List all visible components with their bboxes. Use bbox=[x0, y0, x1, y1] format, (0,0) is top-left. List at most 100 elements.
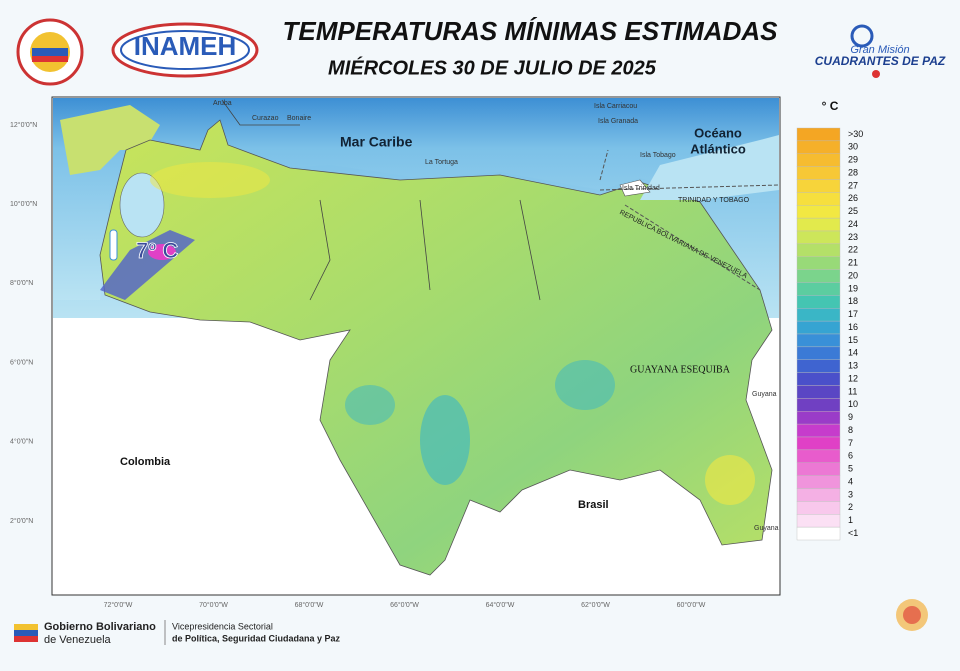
warm-area bbox=[150, 162, 270, 198]
venezuela-land bbox=[99, 119, 773, 576]
legend-label: 27 bbox=[848, 180, 858, 190]
sea-atlantic bbox=[640, 135, 779, 200]
legend-swatch bbox=[796, 308, 841, 322]
legend-swatch bbox=[796, 333, 841, 348]
legend-swatch bbox=[796, 346, 841, 360]
map-label: Isla Trinidad bbox=[622, 185, 660, 192]
legend-swatch bbox=[796, 359, 841, 373]
legend-swatch bbox=[796, 526, 841, 541]
legend-swatch bbox=[796, 205, 841, 219]
legend-swatch bbox=[796, 295, 841, 309]
lat-label: 4°0'0"N bbox=[10, 438, 33, 446]
map-label: Guyana bbox=[752, 391, 777, 398]
legend-swatch bbox=[796, 269, 841, 283]
warm-area bbox=[705, 455, 755, 505]
legend-swatch bbox=[796, 462, 841, 476]
map-label: Isla Carriacou bbox=[594, 103, 637, 110]
lon-label: 68°0'0"W bbox=[295, 601, 324, 609]
legend-label: 17 bbox=[848, 309, 858, 319]
footer-text: Gobierno Bolivariano bbox=[44, 621, 156, 633]
map-label: GUAYANA ESEQUIBA bbox=[630, 364, 731, 375]
legend-label: 22 bbox=[848, 245, 858, 255]
legend-label: >30 bbox=[848, 129, 863, 139]
lon-labels: 72°0'0"W 70°0'0"W 68°0'0"W 66°0'0"W 64°0'0"W… bbox=[104, 601, 706, 609]
legend-label: 2 bbox=[848, 502, 853, 512]
legend-swatch bbox=[796, 217, 841, 232]
logo-inameh: INAMEH bbox=[111, 22, 259, 78]
legend-swatch bbox=[796, 398, 841, 412]
logo-text: CUADRANTES DE PAZ bbox=[815, 54, 946, 68]
legend-label: 3 bbox=[848, 489, 853, 499]
map-label: Colombia bbox=[120, 456, 171, 468]
andes-coldest bbox=[148, 244, 176, 260]
logo-left-seal bbox=[16, 18, 84, 86]
map-label: Isla Tobago bbox=[640, 152, 676, 159]
highland-cool bbox=[555, 360, 615, 410]
lake-maracaibo bbox=[119, 172, 165, 238]
legend-swatch bbox=[796, 475, 841, 489]
legend: >303029282726252423222120191817161514131… bbox=[796, 127, 863, 541]
legend-label: 20 bbox=[848, 270, 858, 280]
logo-cuadrantes: Gran Misión CUADRANTES DE PAZ bbox=[815, 24, 946, 78]
legend-label: 18 bbox=[848, 296, 858, 306]
legend-label: 29 bbox=[848, 155, 858, 165]
lat-labels: 12°0'0"N 10°0'0"N 8°0'0"N 6°0'0"N 4°0'0"N 2°0… bbox=[10, 121, 37, 525]
legend-label: 24 bbox=[848, 219, 858, 229]
legend-label: 14 bbox=[848, 348, 858, 358]
legend-swatch bbox=[796, 320, 841, 335]
legend-swatch bbox=[796, 423, 841, 438]
legend-title: ° C bbox=[822, 99, 839, 113]
map-label: Isla Granada bbox=[598, 118, 638, 125]
legend-swatch bbox=[796, 179, 841, 193]
map-label: Brasil bbox=[578, 499, 609, 511]
legend-label: 6 bbox=[848, 451, 853, 461]
legend-label: 28 bbox=[848, 167, 858, 177]
legend-label: 4 bbox=[848, 476, 853, 486]
title: TEMPERATURAS MÍNIMAS ESTIMADAS bbox=[283, 16, 779, 46]
legend-label: 11 bbox=[848, 386, 857, 396]
lat-label: 12°0'0"N bbox=[10, 121, 37, 129]
legend-swatch bbox=[796, 436, 841, 451]
legend-label: 10 bbox=[848, 399, 858, 409]
legend-label: 16 bbox=[848, 322, 858, 332]
lon-label: 60°0'0"W bbox=[677, 601, 706, 609]
legend-swatch bbox=[796, 192, 841, 206]
legend-swatch bbox=[796, 514, 841, 528]
map-label: Aruba bbox=[213, 100, 232, 107]
legend-swatch bbox=[796, 256, 841, 270]
footer-text: de Política, Seguridad Ciudadana y Paz bbox=[172, 633, 341, 643]
lon-label: 70°0'0"W bbox=[199, 601, 228, 609]
highland-cool bbox=[345, 385, 395, 425]
legend-label: 21 bbox=[848, 258, 858, 268]
map-label: Curazao bbox=[252, 115, 279, 122]
legend-swatch bbox=[796, 282, 841, 296]
legend-swatch bbox=[796, 385, 841, 399]
legend-swatch bbox=[796, 127, 841, 142]
legend-label: 19 bbox=[848, 283, 858, 293]
lat-label: 6°0'0"N bbox=[10, 358, 33, 366]
legend-swatch bbox=[796, 243, 841, 257]
legend-swatch bbox=[796, 230, 841, 245]
highland-cool bbox=[420, 395, 470, 485]
legend-label: 25 bbox=[848, 206, 858, 216]
footer-text: Vicepresidencia Sectorial bbox=[172, 621, 273, 631]
legend-swatch bbox=[796, 488, 841, 502]
logo-text: INAMEH bbox=[134, 31, 237, 61]
logo-text: Gran Misión bbox=[850, 44, 909, 56]
legend-label: 23 bbox=[848, 232, 858, 242]
legend-swatch bbox=[796, 153, 841, 167]
map-label: TRINIDAD Y TOBAGO bbox=[678, 197, 750, 204]
lon-label: 64°0'0"W bbox=[486, 601, 515, 609]
thermometer-icon bbox=[109, 229, 118, 261]
state-borders bbox=[221, 99, 541, 301]
lat-label: 8°0'0"N bbox=[10, 279, 33, 287]
legend-label: 26 bbox=[848, 193, 858, 203]
map-label: Atlántico bbox=[690, 141, 746, 156]
map-label: Mar Caribe bbox=[340, 134, 413, 150]
highlight-temp: 7º C bbox=[136, 238, 178, 263]
footer: Gobierno Bolivariano de Venezuela Vicepr… bbox=[14, 599, 928, 646]
legend-label: 15 bbox=[848, 335, 858, 345]
guajira bbox=[60, 105, 160, 175]
